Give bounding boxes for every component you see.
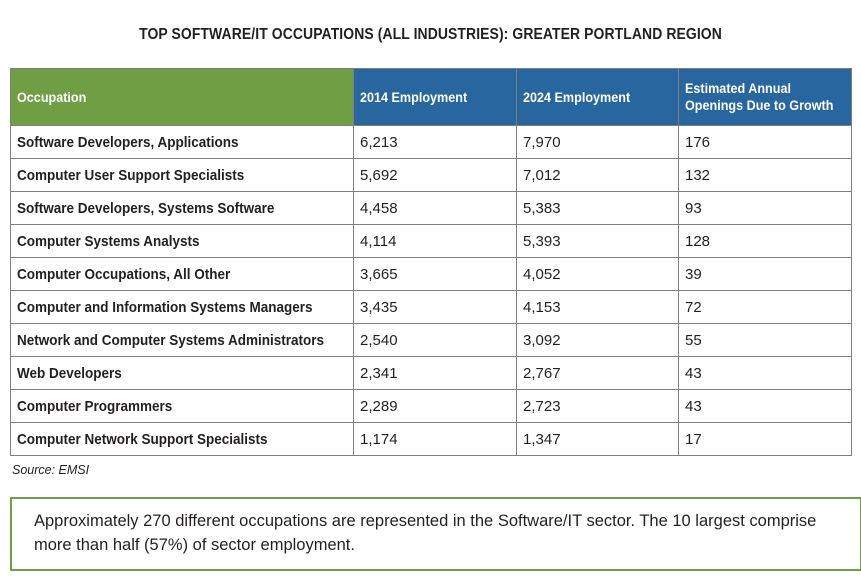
occupation-cell: Computer and Information Systems Manager… (10, 290, 354, 324)
header-occupation: Occupation (10, 68, 354, 126)
employment-2014-cell: 2,289 (353, 389, 517, 423)
annual-openings-cell: 17 (678, 422, 852, 456)
employment-2024-cell: 2,723 (516, 389, 679, 423)
annual-openings-cell: 72 (678, 290, 852, 324)
table-row: Computer and Information Systems Manager… (10, 290, 852, 324)
employment-2024-cell: 5,383 (516, 191, 679, 225)
employment-2014-cell: 3,435 (353, 290, 517, 324)
header-2014-employment: 2014 Employment (353, 68, 517, 126)
summary-callout: Approximately 270 different occupations … (10, 497, 861, 571)
employment-2014-cell: 3,665 (353, 257, 517, 291)
employment-2024-cell: 4,153 (516, 290, 679, 324)
employment-2014-cell: 2,341 (353, 356, 517, 390)
employment-2014-cell: 4,114 (353, 224, 517, 258)
table-row: Software Developers, Systems Software 4,… (10, 191, 852, 225)
occupation-cell: Computer Occupations, All Other (10, 257, 354, 291)
employment-2014-cell: 2,540 (353, 323, 517, 357)
table-row: Computer Network Support Specialists 1,1… (10, 422, 852, 456)
table-row: Computer Programmers 2,289 2,723 43 (10, 389, 852, 423)
source-note: Source: EMSI (12, 463, 90, 477)
occupation-cell: Web Developers (10, 356, 354, 390)
employment-2024-cell: 5,393 (516, 224, 679, 258)
employment-2014-cell: 1,174 (353, 422, 517, 456)
employment-2024-cell: 2,767 (516, 356, 679, 390)
table-row: Network and Computer Systems Administrat… (10, 323, 852, 357)
table-row: Computer Occupations, All Other 3,665 4,… (10, 257, 852, 291)
employment-2024-cell: 1,347 (516, 422, 679, 456)
table-row: Web Developers 2,341 2,767 43 (10, 356, 852, 390)
table-row: Computer Systems Analysts 4,114 5,393 12… (10, 224, 852, 258)
annual-openings-cell: 55 (678, 323, 852, 357)
annual-openings-cell: 128 (678, 224, 852, 258)
employment-2014-cell: 6,213 (353, 125, 517, 159)
annual-openings-cell: 43 (678, 389, 852, 423)
table-header-row: Occupation 2014 Employment 2024 Employme… (10, 68, 852, 126)
occupation-cell: Computer User Support Specialists (10, 158, 354, 192)
occupation-cell: Computer Network Support Specialists (10, 422, 354, 456)
annual-openings-cell: 132 (678, 158, 852, 192)
annual-openings-cell: 93 (678, 191, 852, 225)
employment-2014-cell: 5,692 (353, 158, 517, 192)
occupations-table: Occupation 2014 Employment 2024 Employme… (10, 68, 852, 456)
header-annual-openings: Estimated Annual Openings Due to Growth (678, 68, 852, 126)
occupation-cell: Computer Systems Analysts (10, 224, 354, 258)
table-row: Computer User Support Specialists 5,692 … (10, 158, 852, 192)
annual-openings-cell: 39 (678, 257, 852, 291)
header-2024-employment: 2024 Employment (516, 68, 679, 126)
occupation-cell: Software Developers, Systems Software (10, 191, 354, 225)
occupation-cell: Computer Programmers (10, 389, 354, 423)
table-row: Software Developers, Applications 6,213 … (10, 125, 852, 159)
page-title: TOP SOFTWARE/IT OCCUPATIONS (ALL INDUSTR… (139, 26, 722, 43)
employment-2024-cell: 7,970 (516, 125, 679, 159)
annual-openings-cell: 43 (678, 356, 852, 390)
employment-2024-cell: 7,012 (516, 158, 679, 192)
occupation-cell: Software Developers, Applications (10, 125, 354, 159)
annual-openings-cell: 176 (678, 125, 852, 159)
employment-2024-cell: 3,092 (516, 323, 679, 357)
occupation-cell: Network and Computer Systems Administrat… (10, 323, 354, 357)
employment-2014-cell: 4,458 (353, 191, 517, 225)
employment-2024-cell: 4,052 (516, 257, 679, 291)
